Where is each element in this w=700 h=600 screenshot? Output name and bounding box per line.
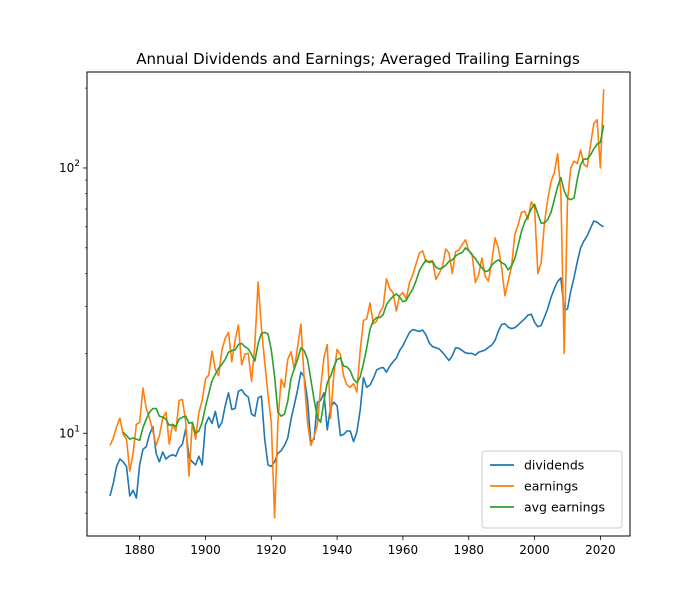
x-tick-label: 2000	[519, 543, 550, 557]
x-tick-label: 1900	[190, 543, 221, 557]
x-tick-label: 1940	[322, 543, 353, 557]
series-line-dividends	[109, 220, 605, 499]
y-tick-label: 102	[59, 159, 80, 175]
y-axis: 101 102	[59, 87, 87, 514]
y-tick-label: 101	[59, 424, 80, 440]
series-line-avg-earnings	[122, 125, 605, 442]
axes-frame	[86, 71, 631, 537]
x-tick-label: 1880	[124, 543, 155, 557]
x-tick-label: 1920	[256, 543, 287, 557]
chart-title: Annual Dividends and Earnings; Averaged …	[136, 50, 580, 68]
x-tick-label: 1980	[453, 543, 484, 557]
x-tick-label: 1960	[388, 543, 419, 557]
legend-label: earnings	[524, 479, 578, 494]
legend-box	[481, 450, 623, 529]
legend-label: dividends	[524, 458, 584, 473]
x-axis: 1880 1900 1920 1940 1960 1980 2000 2020	[124, 536, 616, 557]
legend: dividends earnings avg earnings	[481, 450, 623, 529]
plot-area	[109, 89, 605, 519]
x-tick-label: 2020	[585, 543, 616, 557]
legend-label: avg earnings	[524, 500, 605, 515]
